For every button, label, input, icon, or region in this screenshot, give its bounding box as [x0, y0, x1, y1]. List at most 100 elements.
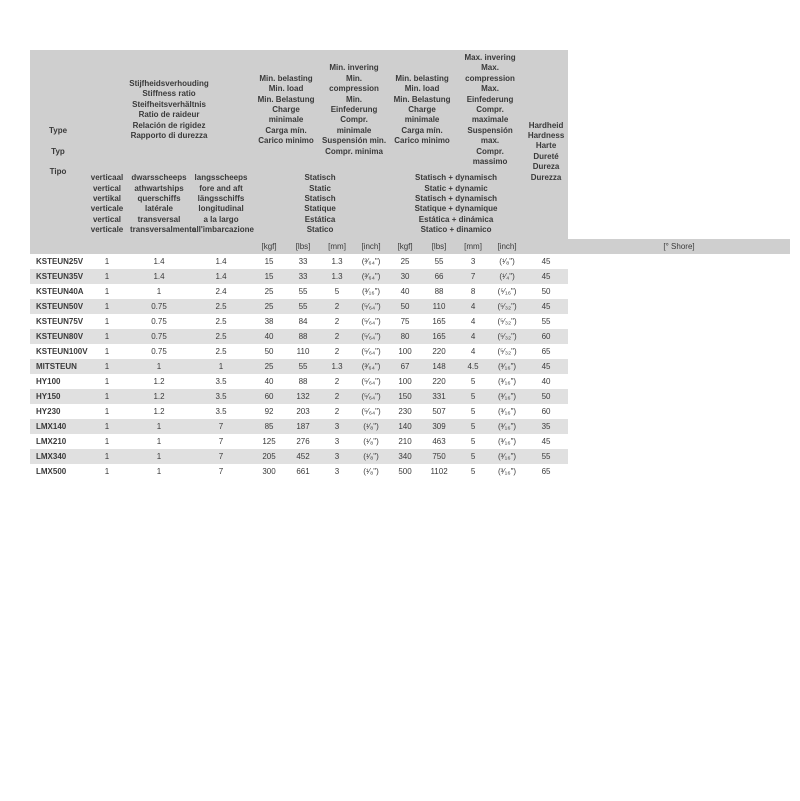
hdr-vertical: verticaalverticalvertikalverticalevertic… — [86, 170, 128, 238]
cell-value: 5 — [456, 404, 490, 419]
cell-value: 50 — [524, 389, 568, 404]
cell-value: 5 — [456, 419, 490, 434]
table-container: Type Typ Tipo StijfheidsverhoudingStiffn… — [0, 0, 800, 539]
cell-value: 55 — [286, 299, 320, 314]
cell-value: (¹⁄₈") — [490, 254, 524, 269]
cell-type: LMX340 — [30, 449, 86, 464]
unit-lbs: [lbs] — [286, 239, 320, 254]
cell-value: 55 — [422, 254, 456, 269]
cell-value: 25 — [252, 284, 286, 299]
unit-blank — [128, 239, 190, 254]
cell-value: 100 — [388, 344, 422, 359]
cell-value: 750 — [422, 449, 456, 464]
unit-kgf: [kgf] — [388, 239, 422, 254]
cell-value: 1 — [86, 254, 128, 269]
cell-value: 5 — [456, 434, 490, 449]
cell-value: 3 — [456, 254, 490, 269]
cell-value: (⁵⁄₆₄") — [354, 374, 388, 389]
cell-value: 1 — [86, 284, 128, 299]
cell-value: 276 — [286, 434, 320, 449]
cell-value: 5 — [456, 449, 490, 464]
cell-value: 25 — [252, 359, 286, 374]
cell-value: 3 — [320, 449, 354, 464]
cell-value: 5 — [456, 389, 490, 404]
cell-value: 140 — [388, 419, 422, 434]
cell-value: 1 — [128, 359, 190, 374]
cell-value: 65 — [524, 464, 568, 479]
hdr-minload: Min. belastingMin. loadMin. BelastungCha… — [252, 50, 320, 170]
cell-value: 148 — [422, 359, 456, 374]
cell-value: 4 — [456, 344, 490, 359]
cell-value: (⁵⁄₆₄") — [354, 299, 388, 314]
cell-value: 205 — [252, 449, 286, 464]
hdr-static: StatischStaticStatischStatiqueEstáticaSt… — [252, 170, 388, 238]
cell-value: 84 — [286, 314, 320, 329]
cell-value: 1.2 — [128, 389, 190, 404]
cell-value: 2.5 — [190, 329, 252, 344]
cell-value: 15 — [252, 269, 286, 284]
cell-value: (⁵⁄₃₂") — [490, 329, 524, 344]
cell-value: 67 — [388, 359, 422, 374]
hdr-mincomp: Min. inveringMin. compressionMin. Einfed… — [320, 50, 388, 170]
cell-value: 1 — [190, 359, 252, 374]
cell-value: 1 — [86, 464, 128, 479]
cell-type: LMX500 — [30, 464, 86, 479]
cell-type: HY230 — [30, 404, 86, 419]
cell-value: 92 — [252, 404, 286, 419]
cell-value: 500 — [388, 464, 422, 479]
cell-value: 1 — [86, 269, 128, 284]
cell-value: (³⁄₁₆") — [490, 404, 524, 419]
cell-value: 4.5 — [456, 359, 490, 374]
cell-value: (³⁄₁₆") — [490, 389, 524, 404]
cell-value: 661 — [286, 464, 320, 479]
cell-value: 60 — [524, 329, 568, 344]
table-row: LMX5001173006613(¹⁄₈")50011025(³⁄₁₆")65 — [30, 464, 790, 479]
cell-value: 1 — [86, 404, 128, 419]
cell-value: 33 — [286, 269, 320, 284]
specs-table: Type Typ Tipo StijfheidsverhoudingStiffn… — [30, 50, 790, 479]
cell-value: 220 — [422, 374, 456, 389]
cell-value: 230 — [388, 404, 422, 419]
cell-value: (³⁄₆₄") — [354, 254, 388, 269]
cell-type: KSTEUN80V — [30, 329, 86, 344]
cell-value: 165 — [422, 329, 456, 344]
cell-value: 33 — [286, 254, 320, 269]
cell-value: 2 — [320, 344, 354, 359]
cell-value: 132 — [286, 389, 320, 404]
cell-value: 187 — [286, 419, 320, 434]
cell-value: (⁵⁄₆₄") — [354, 329, 388, 344]
cell-value: 1 — [86, 329, 128, 344]
cell-value: 25 — [252, 299, 286, 314]
cell-value: 50 — [388, 299, 422, 314]
cell-value: 463 — [422, 434, 456, 449]
cell-value: (³⁄₆₄") — [354, 359, 388, 374]
cell-value: 1 — [86, 344, 128, 359]
unit-blank — [86, 239, 128, 254]
cell-value: 1 — [128, 464, 190, 479]
hdr-staticdyn: Statisch + dynamischStatic + dynamicStat… — [388, 170, 524, 238]
unit-lbs: [lbs] — [422, 239, 456, 254]
cell-value: (⁵⁄₆₄") — [354, 389, 388, 404]
cell-value: 1 — [128, 284, 190, 299]
unit-kgf: [kgf] — [252, 239, 286, 254]
cell-value: (³⁄₁₆") — [490, 419, 524, 434]
hdr-foreaft: langsscheepsfore and aftlängsschiffslong… — [190, 170, 252, 238]
cell-value: 452 — [286, 449, 320, 464]
cell-value: (³⁄₁₆") — [354, 284, 388, 299]
cell-value: 165 — [422, 314, 456, 329]
cell-value: 65 — [524, 344, 568, 359]
cell-value: 60 — [252, 389, 286, 404]
cell-value: 45 — [524, 299, 568, 314]
table-row: HY23011.23.5922032(⁵⁄₆₄")2305075(³⁄₁₆")6… — [30, 404, 790, 419]
hdr-stiffness: StijfheidsverhoudingStiffness ratioSteif… — [86, 50, 252, 170]
table-row: HY10011.23.540882(⁵⁄₆₄")1002205(³⁄₁₆")40 — [30, 374, 790, 389]
cell-value: 55 — [286, 284, 320, 299]
cell-value: 1.4 — [190, 269, 252, 284]
cell-value: 38 — [252, 314, 286, 329]
cell-value: 1 — [86, 359, 128, 374]
table-row: KSTEUN80V10.752.540882(⁵⁄₆₄")801654(⁵⁄₃₂… — [30, 329, 790, 344]
cell-value: 5 — [456, 374, 490, 389]
cell-value: 0.75 — [128, 299, 190, 314]
cell-value: 55 — [524, 314, 568, 329]
hdr-minload2: Min. belastingMin. loadMin. BelastungCha… — [388, 50, 456, 170]
